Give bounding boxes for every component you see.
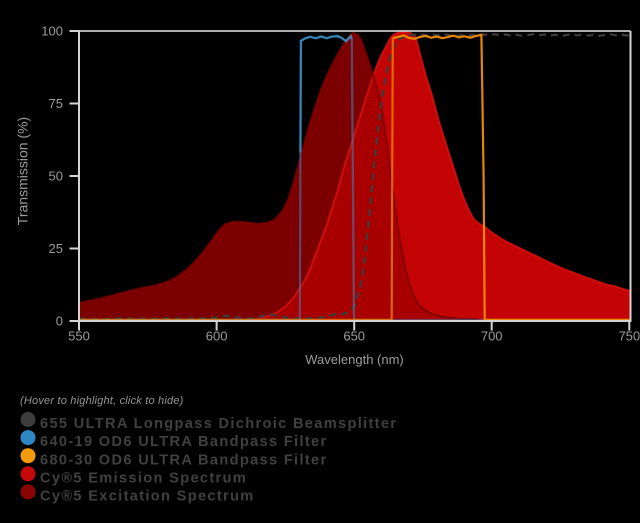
svg-text:640-19 OD6 ULTRA Bandpass Filt: 640-19 OD6 ULTRA Bandpass Filter (40, 434, 327, 450)
svg-text:650: 650 (343, 329, 365, 344)
svg-text:680-30 OD6 ULTRA Bandpass Filt: 680-30 OD6 ULTRA Bandpass Filter (40, 452, 327, 468)
svg-text:600: 600 (206, 329, 228, 344)
svg-text:700: 700 (481, 329, 503, 344)
svg-text:Cy®5 Excitation Spectrum: Cy®5 Excitation Spectrum (40, 489, 255, 505)
svg-text:50: 50 (49, 169, 63, 184)
svg-text:Wavelength (nm): Wavelength (nm) (305, 352, 404, 367)
svg-text:0: 0 (56, 314, 63, 329)
svg-text:75: 75 (49, 96, 63, 111)
svg-text:25: 25 (49, 241, 63, 256)
svg-text:Transmission (%): Transmission (%) (15, 117, 31, 225)
svg-text:(Hover to highlight, click to: (Hover to highlight, click to hide) (20, 395, 184, 407)
svg-text:Cy®5 Emission Spectrum: Cy®5 Emission Spectrum (40, 470, 247, 486)
svg-text:550: 550 (68, 329, 90, 344)
svg-text:100: 100 (41, 24, 63, 39)
svg-text:655 ULTRA Longpass Dichroic Be: 655 ULTRA Longpass Dichroic Beamsplitter (40, 416, 397, 432)
svg-text:750: 750 (618, 329, 640, 344)
